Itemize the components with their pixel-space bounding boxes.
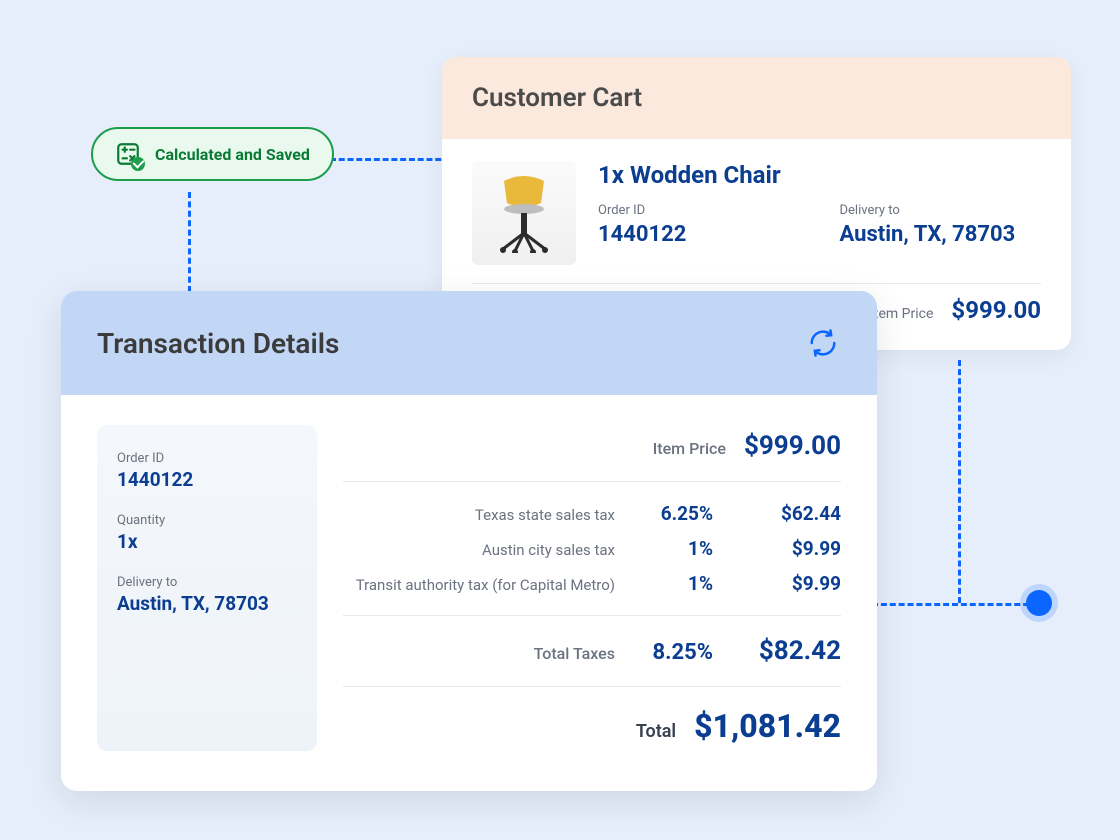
total-taxes-label: Total Taxes xyxy=(343,644,615,663)
divider xyxy=(343,686,841,687)
tax-amount: $9.99 xyxy=(731,537,841,560)
tax-rate: 6.25% xyxy=(633,502,713,525)
divider xyxy=(472,283,1041,284)
txn-title: Transaction Details xyxy=(97,327,339,360)
total-amount: $1,081.42 xyxy=(694,707,841,745)
transaction-details-card: Transaction Details Order ID 1440122 Qua… xyxy=(61,291,877,791)
tax-label: Austin city sales tax xyxy=(343,541,615,559)
item-price-amount: $999.00 xyxy=(744,431,841,461)
delivery-value: Austin, TX, 78703 xyxy=(840,222,1042,247)
connector-line xyxy=(958,360,961,603)
side-delivery-label: Delivery to xyxy=(117,575,297,590)
total-taxes-rate: 8.25% xyxy=(633,640,713,665)
txn-header: Transaction Details xyxy=(61,291,877,395)
order-id-label: Order ID xyxy=(598,203,800,218)
connector-line xyxy=(188,192,191,292)
chair-icon xyxy=(489,173,559,253)
tax-row: Texas state sales tax 6.25% $62.44 xyxy=(343,496,841,531)
tax-rate: 1% xyxy=(633,572,713,595)
check-badge-icon xyxy=(131,157,145,171)
connector-line xyxy=(330,158,450,161)
item-price-label: Item Price xyxy=(343,439,726,458)
product-title: 1x Wodden Chair xyxy=(598,161,1041,189)
product-thumbnail xyxy=(472,161,576,265)
side-delivery-value: Austin, TX, 78703 xyxy=(117,592,297,615)
refresh-button[interactable] xyxy=(805,325,841,361)
tax-row: Transit authority tax (for Capital Metro… xyxy=(343,566,841,601)
item-price-value: $999.00 xyxy=(951,296,1041,324)
delivery-label: Delivery to xyxy=(840,203,1042,218)
txn-side-panel: Order ID 1440122 Quantity 1x Delivery to… xyxy=(97,425,317,751)
txn-breakdown: Item Price $999.00 Texas state sales tax… xyxy=(343,425,841,751)
cart-title: Customer Cart xyxy=(472,83,1041,113)
side-order-id-value: 1440122 xyxy=(117,468,297,491)
item-price-label: Item Price xyxy=(870,306,933,322)
refresh-icon xyxy=(808,328,838,358)
connector-line xyxy=(872,603,1038,606)
divider xyxy=(343,615,841,616)
calculator-icon xyxy=(115,141,141,167)
side-quantity-value: 1x xyxy=(117,530,297,553)
tax-label: Texas state sales tax xyxy=(343,506,615,524)
tax-amount: $9.99 xyxy=(731,572,841,595)
tax-label: Transit authority tax (for Capital Metro… xyxy=(343,576,615,594)
tax-rate: 1% xyxy=(633,537,713,560)
side-order-id-label: Order ID xyxy=(117,451,297,466)
status-pill: Calculated and Saved xyxy=(91,127,334,181)
connector-node xyxy=(1026,590,1052,616)
order-id-value: 1440122 xyxy=(598,222,800,247)
cart-header: Customer Cart xyxy=(442,57,1071,139)
divider xyxy=(343,481,841,482)
total-label: Total xyxy=(343,721,676,742)
status-label: Calculated and Saved xyxy=(155,145,310,164)
tax-amount: $62.44 xyxy=(731,502,841,525)
tax-row: Austin city sales tax 1% $9.99 xyxy=(343,531,841,566)
total-taxes-amount: $82.42 xyxy=(731,636,841,666)
side-quantity-label: Quantity xyxy=(117,513,297,528)
